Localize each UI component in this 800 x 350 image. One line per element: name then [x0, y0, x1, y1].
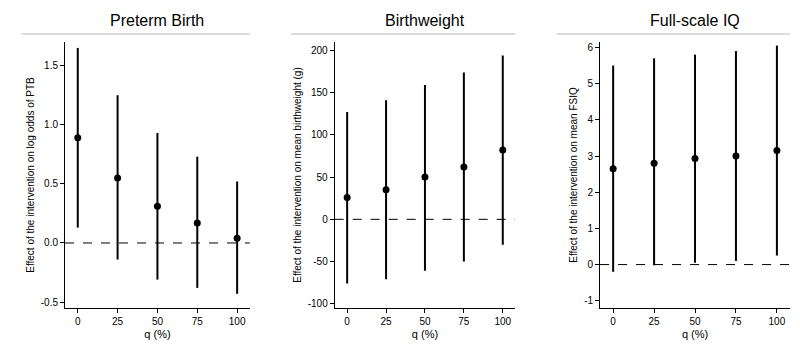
svg-text:50: 50 [419, 316, 431, 327]
svg-text:0: 0 [75, 316, 81, 327]
svg-text:50: 50 [689, 316, 701, 327]
svg-text:75: 75 [192, 316, 204, 327]
svg-text:0: 0 [610, 316, 616, 327]
svg-text:q (%): q (%) [682, 328, 708, 340]
svg-text:25: 25 [112, 316, 124, 327]
svg-text:2: 2 [587, 187, 593, 198]
svg-text:0.0: 0.0 [44, 237, 58, 248]
svg-text:50: 50 [152, 316, 164, 327]
svg-text:6: 6 [587, 42, 593, 53]
svg-text:-100: -100 [308, 298, 328, 309]
svg-text:0: 0 [322, 214, 328, 225]
svg-text:-1: -1 [584, 295, 593, 306]
svg-text:4: 4 [587, 114, 593, 125]
svg-text:25: 25 [649, 316, 661, 327]
svg-text:Preterm Birth: Preterm Birth [110, 12, 204, 29]
svg-text:200: 200 [311, 45, 328, 56]
svg-text:q (%): q (%) [412, 328, 438, 340]
svg-text:75: 75 [458, 316, 470, 327]
svg-text:1: 1 [587, 223, 593, 234]
svg-text:Full-scale IQ: Full-scale IQ [650, 12, 740, 29]
svg-text:150: 150 [311, 87, 328, 98]
svg-text:75: 75 [730, 316, 742, 327]
svg-text:Effect of the intervention on: Effect of the intervention on mean FSIQ [568, 87, 579, 263]
svg-text:Effect of the intervention on: Effect of the intervention on log odds o… [25, 77, 36, 273]
svg-text:100: 100 [769, 316, 786, 327]
svg-text:100: 100 [311, 129, 328, 140]
svg-text:5: 5 [587, 78, 593, 89]
svg-text:25: 25 [380, 316, 392, 327]
svg-text:100: 100 [494, 316, 511, 327]
svg-text:100: 100 [229, 316, 246, 327]
svg-text:-0.5: -0.5 [41, 297, 59, 308]
svg-text:50: 50 [317, 172, 329, 183]
svg-text:-50: -50 [313, 256, 328, 267]
svg-text:q (%): q (%) [144, 328, 170, 340]
svg-text:0: 0 [344, 316, 350, 327]
svg-text:Effect of the intervention on: Effect of the intervention on mean birth… [292, 67, 303, 283]
svg-text:0.5: 0.5 [44, 178, 58, 189]
svg-text:0: 0 [587, 259, 593, 270]
svg-text:Birthweight: Birthweight [385, 12, 465, 29]
svg-text:1.5: 1.5 [44, 60, 58, 71]
svg-text:1.0: 1.0 [44, 119, 58, 130]
svg-text:3: 3 [587, 151, 593, 162]
